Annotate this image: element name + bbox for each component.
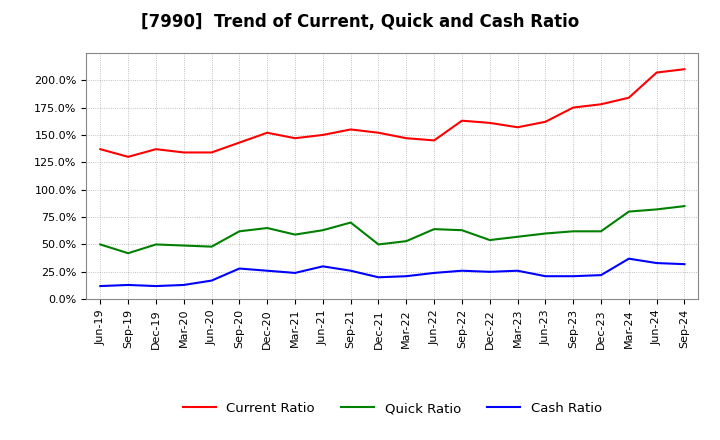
Quick Ratio [346, 220, 355, 225]
Current Ratio [624, 95, 633, 100]
Cash Ratio [318, 264, 327, 269]
Quick Ratio [152, 242, 161, 247]
Current Ratio [124, 154, 132, 159]
Cash Ratio [485, 269, 494, 275]
Quick Ratio [680, 203, 689, 209]
Current Ratio [291, 136, 300, 141]
Cash Ratio [652, 260, 661, 266]
Cash Ratio [458, 268, 467, 273]
Line: Quick Ratio: Quick Ratio [100, 206, 685, 253]
Quick Ratio [374, 242, 383, 247]
Current Ratio [430, 138, 438, 143]
Current Ratio [152, 147, 161, 152]
Cash Ratio [291, 270, 300, 275]
Quick Ratio [318, 227, 327, 233]
Current Ratio [346, 127, 355, 132]
Quick Ratio [263, 225, 271, 231]
Current Ratio [541, 119, 550, 125]
Text: [7990]  Trend of Current, Quick and Cash Ratio: [7990] Trend of Current, Quick and Cash … [141, 13, 579, 31]
Line: Cash Ratio: Cash Ratio [100, 259, 685, 286]
Cash Ratio [96, 283, 104, 289]
Cash Ratio [179, 282, 188, 288]
Quick Ratio [569, 229, 577, 234]
Quick Ratio [458, 227, 467, 233]
Cash Ratio [541, 274, 550, 279]
Cash Ratio [569, 274, 577, 279]
Quick Ratio [541, 231, 550, 236]
Quick Ratio [624, 209, 633, 214]
Quick Ratio [430, 227, 438, 232]
Cash Ratio [374, 275, 383, 280]
Cash Ratio [207, 278, 216, 283]
Current Ratio [597, 102, 606, 107]
Cash Ratio [263, 268, 271, 273]
Cash Ratio [152, 283, 161, 289]
Current Ratio [318, 132, 327, 138]
Quick Ratio [291, 232, 300, 237]
Current Ratio [374, 130, 383, 136]
Current Ratio [680, 66, 689, 72]
Current Ratio [569, 105, 577, 110]
Current Ratio [235, 140, 243, 145]
Cash Ratio [597, 272, 606, 278]
Current Ratio [458, 118, 467, 123]
Cash Ratio [513, 268, 522, 273]
Current Ratio [485, 120, 494, 125]
Quick Ratio [179, 243, 188, 248]
Current Ratio [207, 150, 216, 155]
Quick Ratio [597, 229, 606, 234]
Quick Ratio [124, 250, 132, 256]
Cash Ratio [680, 261, 689, 267]
Quick Ratio [485, 238, 494, 243]
Cash Ratio [624, 256, 633, 261]
Cash Ratio [402, 274, 410, 279]
Current Ratio [96, 147, 104, 152]
Quick Ratio [207, 244, 216, 249]
Legend: Current Ratio, Quick Ratio, Cash Ratio: Current Ratio, Quick Ratio, Cash Ratio [177, 397, 608, 421]
Current Ratio [263, 130, 271, 136]
Quick Ratio [96, 242, 104, 247]
Quick Ratio [652, 207, 661, 212]
Quick Ratio [513, 234, 522, 239]
Current Ratio [652, 70, 661, 75]
Cash Ratio [235, 266, 243, 271]
Line: Current Ratio: Current Ratio [100, 69, 685, 157]
Cash Ratio [346, 268, 355, 273]
Quick Ratio [402, 238, 410, 244]
Current Ratio [179, 150, 188, 155]
Cash Ratio [430, 270, 438, 275]
Quick Ratio [235, 229, 243, 234]
Cash Ratio [124, 282, 132, 288]
Current Ratio [402, 136, 410, 141]
Current Ratio [513, 125, 522, 130]
